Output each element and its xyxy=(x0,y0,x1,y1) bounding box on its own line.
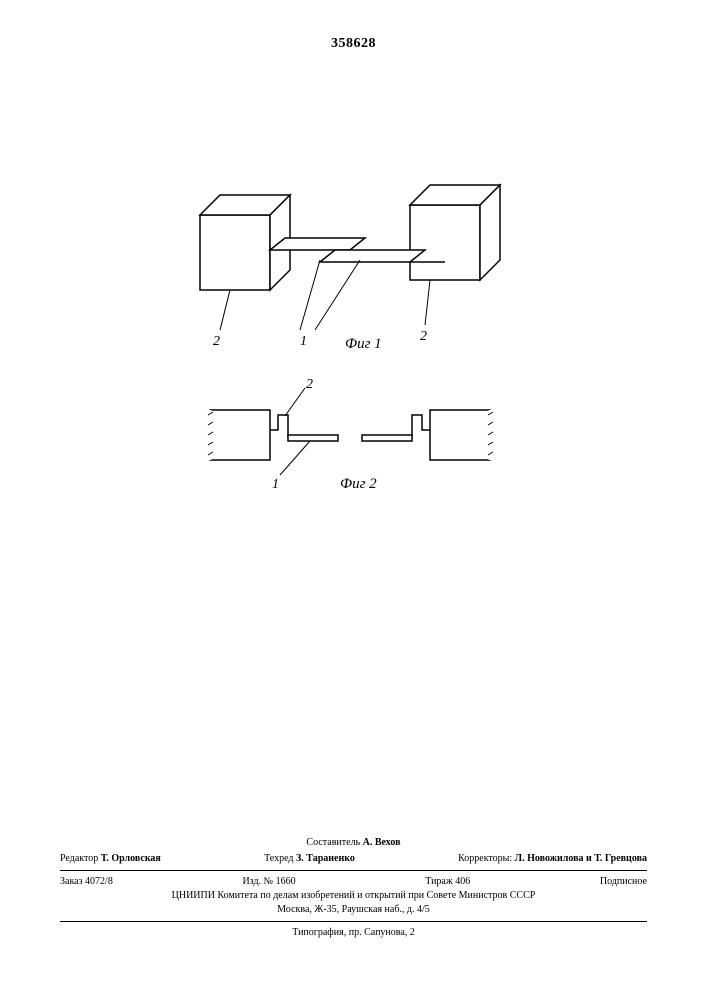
corrector-cell: Корректоры: Л. Новожилова и Т. Гревцова xyxy=(458,852,647,866)
order: Заказ 4072/8 xyxy=(60,875,113,889)
corrector-label: Корректоры: xyxy=(458,853,512,864)
fig2-label-1: 1 xyxy=(272,477,279,492)
editor-name: Т. Орловская xyxy=(101,853,161,864)
fig1 xyxy=(200,185,500,330)
compiler-label: Составитель xyxy=(306,837,360,848)
techred-name: З. Тараненко xyxy=(296,853,355,864)
compiler-line: Составитель А. Вехов xyxy=(60,836,647,850)
figure-area: 2 1 2 Фиг 1 xyxy=(150,160,550,510)
footer-divider-2 xyxy=(60,921,647,922)
techred-label: Техред xyxy=(264,853,293,864)
editor-cell: Редактор Т. Орловская xyxy=(60,852,161,866)
subscription: Подписное xyxy=(600,875,647,889)
fig2 xyxy=(208,388,493,475)
fig1-labels: 2 1 2 Фиг 1 xyxy=(213,329,427,352)
corrector-names: Л. Новожилова и Т. Гревцова xyxy=(515,853,647,864)
fig2-label-2: 2 xyxy=(306,377,313,392)
print-run: Тираж 406 xyxy=(425,875,470,889)
patent-figures-svg: 2 1 2 Фиг 1 xyxy=(150,160,550,510)
fig1-right-block xyxy=(410,185,500,280)
footer-block: Составитель А. Вехов Редактор Т. Орловск… xyxy=(60,836,647,940)
org-line: ЦНИИПИ Комитета по делам изобретений и о… xyxy=(60,889,647,903)
page: 358628 xyxy=(0,0,707,1000)
fig1-label-1: 1 xyxy=(300,334,307,349)
fig2-caption: Фиг 2 xyxy=(340,476,377,492)
compiler-name: А. Вехов xyxy=(363,837,401,848)
typography-line: Типография, пр. Сапунова, 2 xyxy=(60,926,647,940)
techred-cell: Техред З. Тараненко xyxy=(264,852,355,866)
edition: Изд. № 1660 xyxy=(242,875,295,889)
patent-number: 358628 xyxy=(0,36,707,52)
editor-label: Редактор xyxy=(60,853,98,864)
footer-divider-1 xyxy=(60,870,647,871)
address-line: Москва, Ж-35, Раушская наб., д. 4/5 xyxy=(60,903,647,917)
print-row: Заказ 4072/8 Изд. № 1660 Тираж 406 Подпи… xyxy=(60,875,647,889)
fig1-left-block xyxy=(200,195,290,290)
fig1-label-2-left: 2 xyxy=(213,334,220,349)
credits-row: Редактор Т. Орловская Техред З. Тараненк… xyxy=(60,852,647,866)
fig1-label-2-right: 2 xyxy=(420,329,427,344)
fig1-caption: Фиг 1 xyxy=(345,336,382,352)
